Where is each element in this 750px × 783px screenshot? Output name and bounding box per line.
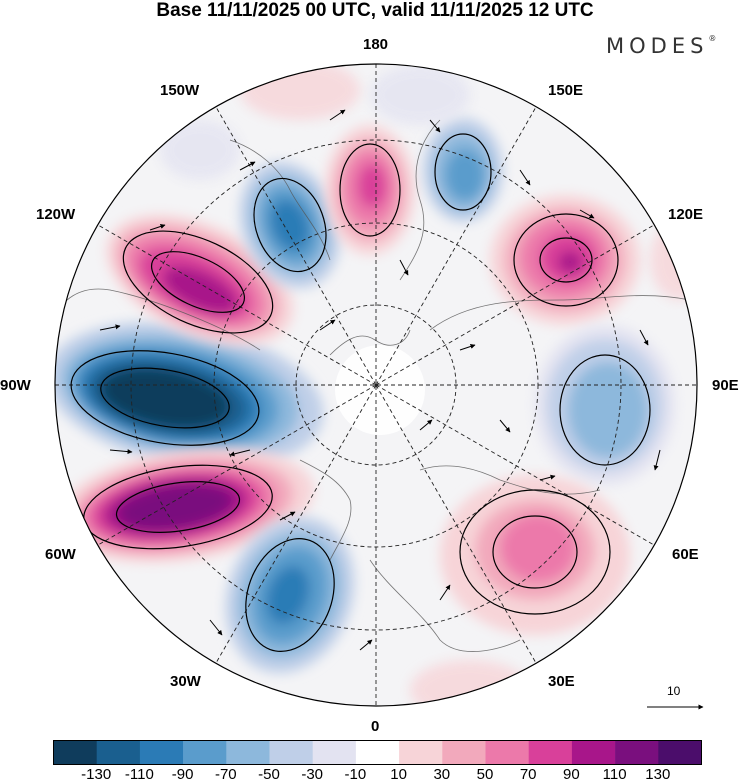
lon-label-90w: 90W (0, 377, 31, 394)
anomaly-purple-60w (56, 447, 314, 563)
lon-label-0: 0 (371, 718, 380, 735)
wind-vectors (99, 109, 661, 651)
lon-label-30e: 30E (548, 673, 575, 690)
colorbar-tick-label: 130 (645, 766, 671, 783)
map-title: Base 11/11/2025 00 UTC, valid 11/11/2025… (156, 0, 594, 21)
lon-label-60w: 60W (45, 546, 76, 563)
brand-name: MODES (606, 34, 709, 58)
lon-label-90e: 90E (712, 377, 739, 394)
polar-cap (335, 345, 425, 435)
colorbar-swatch (312, 740, 357, 765)
colorbar-swatch (226, 740, 270, 765)
colorbar-swatch (96, 740, 141, 765)
colorbar (53, 740, 702, 765)
anomaly-magenta-120w (106, 214, 294, 346)
colorbar-tick-label: -90 (171, 766, 194, 783)
colorbar-tick-label: 50 (476, 766, 494, 783)
colorbar-tick-label: -30 (301, 766, 324, 783)
streamlines (70, 133, 651, 652)
colorbar-swatch (355, 740, 400, 765)
colorbar-swatch (571, 740, 616, 765)
lon-label-60e: 60E (672, 546, 699, 563)
lon-label-150w: 150W (160, 82, 200, 99)
colorbar-swatch (53, 740, 97, 765)
lon-label-180: 180 (363, 36, 389, 53)
anomaly-blue-90e (535, 325, 675, 485)
anomaly-blue-160e (423, 118, 503, 222)
colorbar-tick-label: 110 (602, 766, 627, 783)
colorbar-swatch (615, 740, 659, 765)
colorbar-tick-label: -70 (214, 766, 237, 783)
brand-registered-mark: ® (708, 34, 717, 43)
anomaly-blue-150w (239, 161, 341, 289)
colorbar-swatch (658, 740, 702, 765)
colorbar-swatch (528, 740, 573, 765)
anomaly-pink-180 (325, 125, 415, 255)
colorbar-tick-label: -130 (81, 766, 112, 783)
colorbar-tick-label: 10 (390, 766, 407, 783)
lon-label-120e: 120E (668, 206, 704, 223)
colorbar-swatch (485, 740, 529, 765)
colorbar-swatch (139, 740, 184, 765)
map-boundary (54, 63, 698, 707)
colorbar-tick-label: -50 (258, 766, 280, 783)
colorbar-swatch (183, 740, 227, 765)
shaded-field (55, 64, 697, 706)
lon-label-120w: 120W (36, 206, 76, 223)
colorbar-tick-label: -10 (344, 766, 367, 783)
vector-reference-label: 10 (667, 684, 681, 698)
colorbar-swatch (399, 740, 443, 765)
anomaly-blue-90w (55, 321, 324, 469)
colorbar-swatch (442, 740, 486, 765)
lon-label-150e: 150E (548, 82, 584, 99)
anomaly-pink-60e (440, 475, 630, 635)
lon-label-30w: 30W (170, 673, 201, 690)
colorbar-swatch (269, 740, 313, 765)
modes-logo: MODES® (606, 34, 716, 58)
colorbar-tick-label: 70 (519, 766, 537, 783)
colorbar-tick-label: -110 (124, 766, 154, 783)
graticule (55, 64, 697, 706)
colorbar-tick-label: 30 (433, 766, 451, 783)
colorbar-tick-label: 90 (563, 766, 580, 783)
